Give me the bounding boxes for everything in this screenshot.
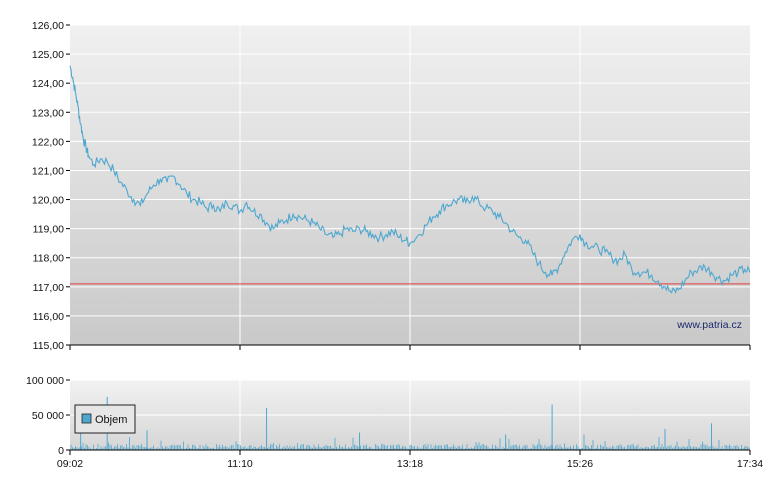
price-y-tick-labels: 115,00 116,00 117,00 118,00 119,00 120,00 121,… [32, 20, 70, 352]
volume-bars [70, 396, 750, 450]
price-x-tick-marks [69, 345, 751, 350]
price-y-tick-label: 121,00 [32, 165, 64, 177]
price-y-tick-label: 124,00 [32, 78, 64, 90]
watermark: www.patria.cz [676, 319, 742, 331]
price-y-tick-label: 115,00 [33, 340, 64, 352]
volume-y-tick-labels: 0 50 000 100 000 [26, 375, 70, 457]
volume-y-tick-label: 100 000 [26, 375, 64, 387]
x-tick-label: 15:26 [567, 458, 593, 470]
price-y-tick-label: 120,00 [32, 195, 64, 207]
price-grid [70, 24, 750, 346]
x-tick-label: 17:34 [737, 458, 763, 470]
x-tick-label: 11:10 [227, 458, 253, 470]
x-tick-label: 13:18 [397, 458, 423, 470]
price-y-tick-label: 122,00 [32, 136, 64, 148]
price-y-tick-label: 118,00 [33, 253, 64, 265]
x-tick-labels: 09:02 11:10 13:18 15:26 17:34 [57, 450, 763, 470]
volume-y-tick-label: 0 [58, 445, 64, 457]
x-tick-label: 09:02 [57, 458, 83, 470]
price-y-tick-label: 116,00 [33, 311, 64, 323]
price-y-tick-label: 125,00 [32, 49, 64, 61]
price-y-tick-label: 117,00 [33, 282, 64, 294]
volume-legend: Objem [74, 404, 136, 434]
price-series-line [69, 65, 751, 294]
price-y-tick-label: 126,00 [32, 20, 64, 32]
volume-y-tick-label: 50 000 [32, 410, 64, 422]
price-y-tick-label: 123,00 [32, 107, 64, 119]
volume-grid [70, 379, 750, 450]
legend-label: Objem [95, 414, 127, 426]
price-y-tick-label: 119,00 [33, 224, 64, 236]
legend-swatch-icon [81, 413, 92, 424]
